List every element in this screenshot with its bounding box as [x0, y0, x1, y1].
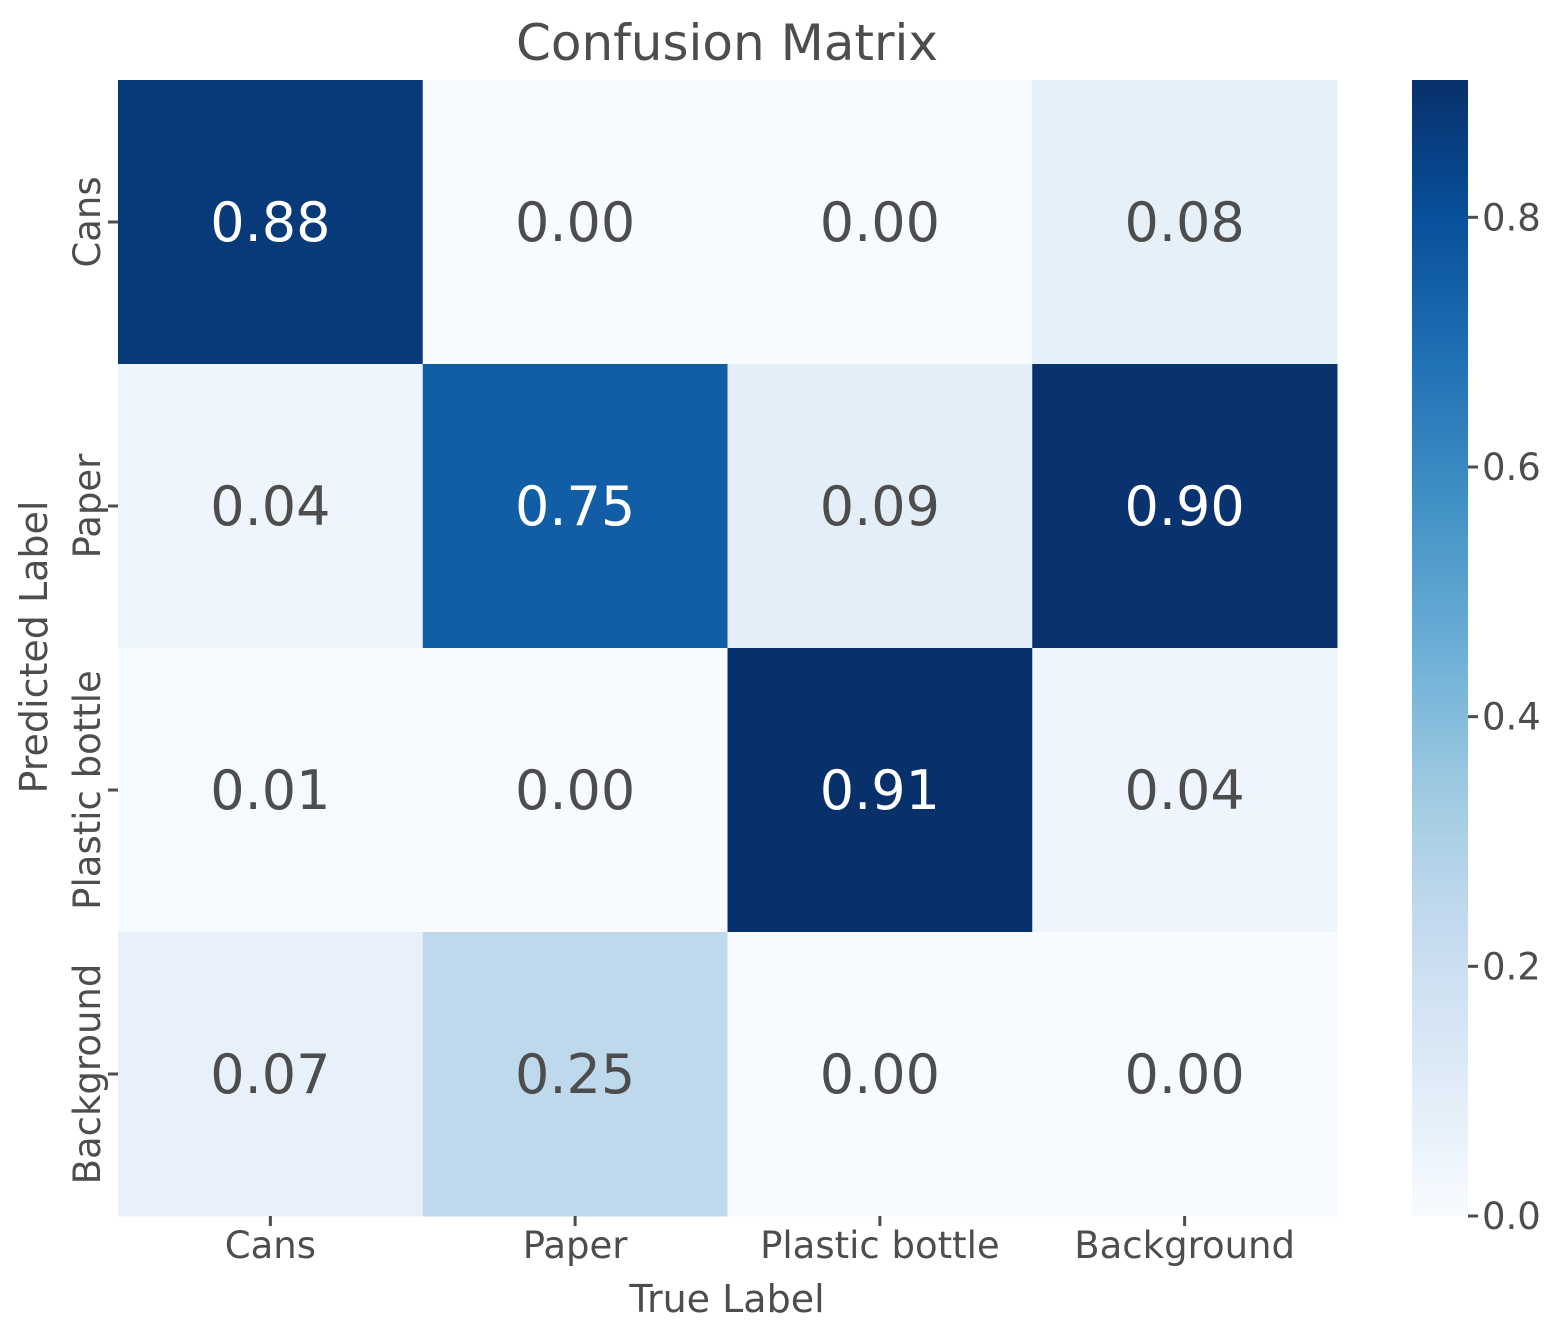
cell-value-label: 0.88: [210, 191, 330, 254]
colorbar-ticks: 0.0 0.2 0.4 0.6 0.8: [1468, 196, 1541, 1238]
heatmap-cell: [727, 932, 1033, 1217]
y-axis-ticks: Cans Paper Plastic bottle Background: [66, 176, 118, 1184]
cell-value-label: 0.04: [210, 475, 330, 538]
cell-value-label: 0.00: [820, 191, 940, 254]
heatmap-cell: [422, 80, 728, 365]
heatmap-cell: [727, 364, 1033, 649]
heatmap-cell: [727, 648, 1033, 933]
y-tick-label: Paper: [66, 453, 109, 559]
cell-value-label: 0.91: [820, 759, 940, 822]
cell-value-label: 0.00: [820, 1043, 940, 1106]
heatmap-cell: [422, 932, 728, 1217]
colorbar: [1412, 80, 1468, 1216]
x-axis-ticks: Cans Paper Plastic bottle Background: [225, 1216, 1295, 1267]
colorbar-tick-label: 0.8: [1482, 196, 1541, 239]
cell-value-label: 0.75: [515, 475, 635, 538]
heatmap-cell: [118, 932, 424, 1217]
x-tick-label: Plastic bottle: [760, 1224, 1000, 1267]
cell-value-label: 0.00: [1125, 1043, 1245, 1106]
x-axis-label: True Label: [628, 1277, 824, 1321]
heatmap-cell: [118, 364, 424, 649]
cell-value-label: 0.90: [1125, 475, 1245, 538]
heatmap-cell: [1032, 80, 1338, 365]
heatmap-cell: [1032, 364, 1338, 649]
heatmap-cells: 0.88 0.00 0.00 0.08 0.04 0.75 0.09 0.90 0.01 0.00…: [118, 80, 1338, 1217]
heatmap-cell: [118, 648, 424, 933]
cell-value-label: 0.04: [1125, 759, 1245, 822]
heatmap-cell: [727, 80, 1033, 365]
cell-value-label: 0.00: [515, 191, 635, 254]
colorbar-tick-label: 0.2: [1482, 945, 1541, 988]
heatmap-cell: [422, 364, 728, 649]
heatmap-cell: [118, 80, 424, 365]
cell-value-label: 0.00: [515, 759, 635, 822]
cell-value-label: 0.09: [820, 475, 940, 538]
colorbar-tick-label: 0.6: [1482, 446, 1541, 489]
x-tick-label: Background: [1074, 1224, 1295, 1267]
cell-value-label: 0.25: [515, 1043, 635, 1106]
heatmap-cell: [1032, 648, 1338, 933]
cell-value-label: 0.08: [1125, 191, 1245, 254]
heatmap-cell: [422, 648, 728, 933]
chart-title: Confusion Matrix: [516, 14, 938, 72]
cell-value-label: 0.07: [210, 1043, 330, 1106]
x-tick-label: Paper: [523, 1224, 629, 1267]
cell-value-label: 0.01: [210, 759, 330, 822]
y-tick-label: Background: [66, 964, 109, 1185]
y-tick-label: Plastic bottle: [66, 670, 109, 910]
y-tick-label: Cans: [66, 176, 109, 267]
y-axis-label: Predicted Label: [12, 501, 56, 794]
colorbar-tick-label: 0.0: [1482, 1195, 1541, 1238]
colorbar-tick-label: 0.4: [1482, 696, 1541, 739]
x-tick-label: Cans: [225, 1224, 316, 1267]
heatmap-cell: [1032, 932, 1338, 1217]
